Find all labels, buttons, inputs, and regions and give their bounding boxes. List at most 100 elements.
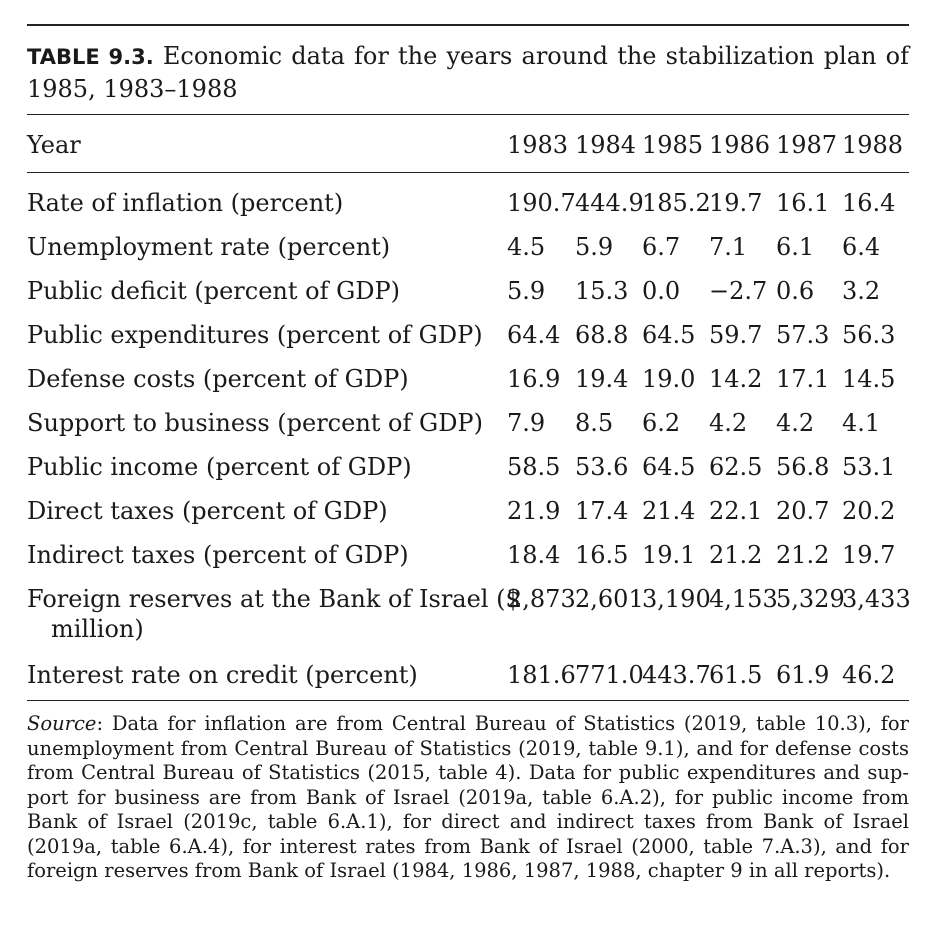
year-1983: 1983	[507, 131, 569, 159]
cell-1983: 181.6	[507, 661, 576, 689]
cell-1987: 57.3	[776, 321, 830, 349]
cell-1983: 190.7	[507, 189, 576, 217]
table-row: Direct taxes (percent of GDP) 21.9 17.4 21.…	[27, 496, 909, 540]
cell-1988: 14.5	[842, 365, 896, 393]
header-bottom-rule	[27, 172, 909, 173]
table-caption-text: Economic data for the years around the s…	[27, 42, 909, 103]
cell-1984: 8.5	[575, 409, 614, 437]
cell-1988: 19.7	[842, 541, 896, 569]
table-caption: TABLE 9.3. Economic data for the years a…	[27, 40, 909, 105]
year-1985: 1985	[642, 131, 704, 159]
cell-1986: 19.7	[709, 189, 763, 217]
cell-1984: 17.4	[575, 497, 629, 525]
cell-1985: 19.0	[642, 365, 696, 393]
cell-1983: 7.9	[507, 409, 546, 437]
cell-1988: 56.3	[842, 321, 896, 349]
year-1988: 1988	[842, 131, 904, 159]
cell-1983: 16.9	[507, 365, 561, 393]
cell-1983: 64.4	[507, 321, 561, 349]
year-1986: 1986	[709, 131, 771, 159]
row-label-continued: million)	[51, 615, 144, 643]
cell-1983: 21.9	[507, 497, 561, 525]
cell-1985: 185.2	[642, 189, 711, 217]
table-row: Defense costs (percent of GDP) 16.9 19.4 19…	[27, 364, 909, 408]
table-bottom-rule	[27, 700, 909, 701]
cell-1983: 5.9	[507, 277, 546, 305]
cell-1988: 3,433	[842, 585, 911, 613]
table-row: Support to business (percent of GDP) 7.9 8…	[27, 408, 909, 452]
cell-1984: 68.8	[575, 321, 629, 349]
cell-1986: −2.7	[709, 277, 768, 305]
cell-1984: 16.5	[575, 541, 629, 569]
cell-1987: 17.1	[776, 365, 830, 393]
row-label: Direct taxes (percent of GDP)	[27, 497, 388, 525]
cell-1988: 53.1	[842, 453, 896, 481]
cell-1985: 64.5	[642, 453, 696, 481]
year-1984: 1984	[575, 131, 637, 159]
row-label: Unemployment rate (percent)	[27, 233, 391, 261]
cell-1987: 21.2	[776, 541, 830, 569]
table-row: Foreign reserves at the Bank of Israel (…	[27, 584, 911, 643]
cell-1985: 443.7	[642, 661, 711, 689]
cell-1985: 0.0	[642, 277, 681, 305]
cell-1987: 16.1	[776, 189, 830, 217]
cell-1987: 20.7	[776, 497, 830, 525]
row-label: Public deficit (percent of GDP)	[27, 277, 401, 305]
cell-1984: 53.6	[575, 453, 629, 481]
source-text: : Data for inflation are from Central Bu…	[27, 712, 909, 882]
cell-1984: 444.9	[575, 189, 644, 217]
table-row: Rate of inflation (percent) 190.7 444.9 185…	[27, 188, 909, 232]
cell-1986: 59.7	[709, 321, 763, 349]
cell-1986: 4,153	[709, 585, 778, 613]
row-label: Support to business (percent of GDP)	[27, 409, 483, 437]
cell-1985: 64.5	[642, 321, 696, 349]
table-row: Interest rate on credit (percent) 181.6 77…	[27, 660, 909, 704]
cell-1985: 19.1	[642, 541, 696, 569]
cell-1983: 58.5	[507, 453, 561, 481]
cell-1986: 62.5	[709, 453, 763, 481]
cell-1986: 61.5	[709, 661, 763, 689]
cell-1984: 5.9	[575, 233, 614, 261]
cell-1985: 6.7	[642, 233, 681, 261]
header-top-rule	[27, 114, 909, 115]
cell-1983: 4.5	[507, 233, 546, 261]
cell-1984: 19.4	[575, 365, 629, 393]
cell-1988: 16.4	[842, 189, 896, 217]
cell-1983: 2,873	[507, 585, 576, 613]
cell-1986: 21.2	[709, 541, 763, 569]
source-note: Source: Data for inflation are from Cent…	[27, 712, 909, 884]
cell-1987: 56.8	[776, 453, 830, 481]
source-label: Source	[27, 712, 97, 735]
year-header: Year	[27, 131, 81, 159]
cell-1984: 771.0	[575, 661, 644, 689]
row-label: Rate of inflation (percent)	[27, 189, 344, 217]
cell-1985: 6.2	[642, 409, 681, 437]
row-label: Public income (percent of GDP)	[27, 453, 412, 481]
cell-1988: 6.4	[842, 233, 881, 261]
table-label: TABLE 9.3.	[27, 45, 154, 69]
cell-1984: 15.3	[575, 277, 629, 305]
cell-1985: 21.4	[642, 497, 696, 525]
header-row: Year 1983 1984 1985 1986 1987 1988	[27, 130, 909, 174]
cell-1985: 3,190	[642, 585, 711, 613]
year-1987: 1987	[776, 131, 838, 159]
cell-1988: 46.2	[842, 661, 896, 689]
table-row: Public deficit (percent of GDP) 5.9 15.3 0.…	[27, 276, 909, 320]
table-row: Public expenditures (percent of GDP) 64.4…	[27, 320, 909, 364]
cell-1987: 5,329	[776, 585, 845, 613]
cell-1988: 20.2	[842, 497, 896, 525]
row-label: Defense costs (percent of GDP)	[27, 365, 409, 393]
row-label: Interest rate on credit (percent)	[27, 661, 418, 689]
cell-1987: 4.2	[776, 409, 815, 437]
cell-1988: 3.2	[842, 277, 881, 305]
table-row: Unemployment rate (percent) 4.5 5.9 6.7 7.1 6…	[27, 232, 909, 276]
row-label: Foreign reserves at the Bank of Israel (…	[27, 585, 521, 613]
cell-1986: 7.1	[709, 233, 748, 261]
top-rule	[27, 24, 909, 26]
cell-1986: 14.2	[709, 365, 763, 393]
cell-1986: 4.2	[709, 409, 748, 437]
row-label: Public expenditures (percent of GDP)	[27, 321, 483, 349]
cell-1988: 4.1	[842, 409, 881, 437]
row-label: Indirect taxes (percent of GDP)	[27, 541, 409, 569]
cell-1987: 6.1	[776, 233, 815, 261]
